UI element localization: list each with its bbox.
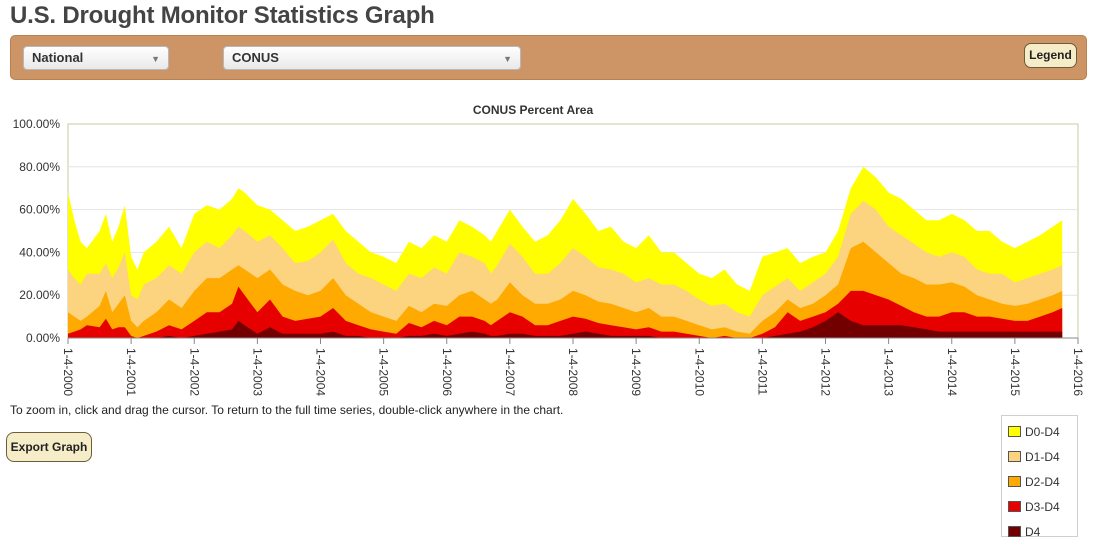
x-tick-label: 1-4-2007	[503, 348, 517, 396]
zoom-hint: To zoom in, click and drag the cursor. T…	[10, 403, 564, 417]
legend-label: D1-D4	[1025, 449, 1060, 464]
legend-swatch	[1008, 476, 1021, 487]
x-tick-label: 1-4-2016	[1071, 348, 1085, 396]
x-tick-label: 1-4-2006	[440, 348, 454, 396]
legend-label: D3-D4	[1025, 499, 1060, 514]
series-area-d3-d4[interactable]	[68, 286, 1063, 338]
legend-button[interactable]: Legend	[1024, 43, 1077, 68]
legend-swatch	[1008, 526, 1021, 537]
chart-title: CONUS Percent Area	[473, 103, 594, 117]
legend-swatch	[1008, 426, 1021, 437]
legend-item[interactable]: D4	[1002, 519, 1077, 544]
x-tick-label: 1-4-2005	[377, 348, 391, 396]
y-tick-label: 20.00%	[19, 288, 60, 302]
y-tick-label: 0.00%	[26, 331, 60, 345]
x-tick-label: 1-4-2015	[1008, 348, 1022, 396]
legend-label: D2-D4	[1025, 474, 1060, 489]
legend-label: D0-D4	[1025, 424, 1060, 439]
legend-item[interactable]: D0-D4	[1002, 419, 1077, 444]
series-area-d2-d4[interactable]	[68, 241, 1063, 338]
legend-item[interactable]: D1-D4	[1002, 444, 1077, 469]
page-title: U.S. Drought Monitor Statistics Graph	[10, 2, 435, 29]
y-tick-label: 80.00%	[19, 160, 60, 174]
x-tick-label: 1-4-2001	[124, 348, 138, 396]
legend-item[interactable]: D2-D4	[1002, 469, 1077, 494]
x-tick-label: 1-4-2002	[187, 348, 201, 396]
y-tick-label: 100.00%	[13, 117, 61, 131]
drought-area-chart[interactable]: 0.00% 20.00% 40.00% 60.00% 80.00% 100.00% CONU…	[0, 96, 1093, 406]
toolbar: National ▼ CONUS ▼ Legend	[10, 35, 1087, 80]
y-tick-label: 60.00%	[19, 203, 60, 217]
x-tick-label: 1-4-2008	[566, 348, 580, 396]
legend-swatch	[1008, 501, 1021, 512]
x-tick-label: 1-4-2013	[882, 348, 896, 396]
x-tick-label: 1-4-2003	[250, 348, 264, 396]
y-tick-label: 40.00%	[19, 245, 60, 259]
level-select-value: National	[32, 50, 84, 65]
x-tick-label: 1-4-2014	[945, 348, 959, 396]
x-tick-label: 1-4-2012	[819, 348, 833, 396]
x-tick-label: 1-4-2009	[629, 348, 643, 396]
legend-swatch	[1008, 451, 1021, 462]
legend-panel: D0-D4 D1-D4 D2-D4 D3-D4 D4	[1001, 415, 1078, 539]
export-graph-button[interactable]: Export Graph	[6, 432, 92, 462]
x-tick-label: 1-4-2004	[314, 348, 328, 396]
chevron-down-icon: ▼	[503, 54, 512, 64]
legend-label: D4	[1025, 524, 1041, 539]
region-select[interactable]: CONUS ▼	[223, 46, 521, 70]
level-select[interactable]: National ▼	[23, 46, 169, 70]
x-tick-label: 1-4-2010	[692, 348, 706, 396]
legend-item[interactable]: D3-D4	[1002, 494, 1077, 519]
x-tick-label: 1-4-2000	[61, 348, 75, 396]
region-select-value: CONUS	[232, 50, 279, 65]
series-area-d4[interactable]	[68, 312, 1063, 338]
chevron-down-icon: ▼	[151, 54, 160, 64]
x-tick-label: 1-4-2011	[755, 348, 769, 395]
